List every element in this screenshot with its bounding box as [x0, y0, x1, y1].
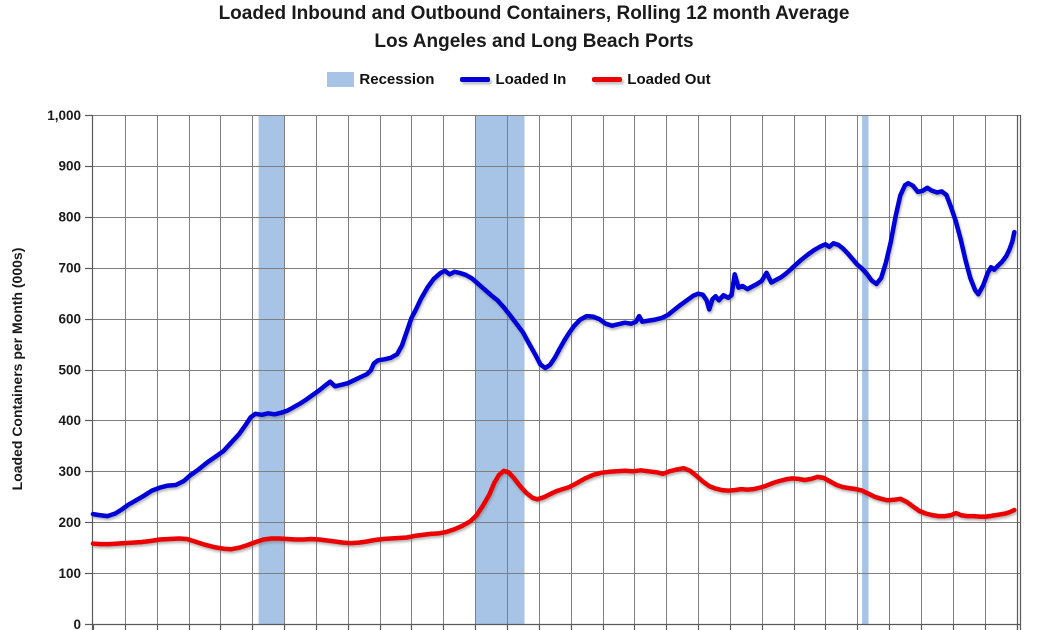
recession-band: [475, 115, 525, 624]
legend-label-loaded-out: Loaded Out: [627, 70, 711, 88]
loaded-in-swatch: [460, 76, 491, 82]
y-tick-label: 700: [58, 261, 81, 276]
recession-swatch: [327, 71, 355, 87]
legend-item-loaded-in: Loaded In: [460, 71, 566, 88]
y-tick-label: 100: [58, 566, 81, 581]
legend-label-recession: Recession: [359, 70, 435, 88]
chart-title: Loaded Inbound and Outbound Containers, …: [218, 3, 850, 24]
legend-label-loaded-in: Loaded In: [495, 70, 567, 88]
series-loaded-out: [90, 465, 1017, 552]
recession-bands: [258, 115, 869, 624]
legend-item-loaded-out: Loaded Out: [592, 70, 711, 88]
recession-band: [258, 115, 285, 624]
y-tick-label: 600: [58, 311, 81, 326]
y-tick-label: 500: [58, 362, 81, 377]
y-tick-label: 400: [58, 413, 81, 428]
series-loaded-in: [90, 180, 1017, 519]
loaded-out-swatch: [592, 76, 623, 82]
y-axis-title: Loaded Containers per Month (000s): [9, 248, 25, 491]
legend-item-recession: Recession: [327, 71, 434, 88]
series-line-loaded-out: [90, 465, 1017, 552]
series-line-loaded-in: [90, 180, 1017, 519]
y-tick-label: 0: [73, 617, 81, 630]
y-tick-label: 300: [58, 464, 81, 479]
recession-band: [862, 115, 869, 624]
y-tick-label: 800: [58, 210, 81, 225]
chart-subtitle: Los Angeles and Long Beach Ports: [374, 31, 694, 52]
y-tick-label: 1,000: [47, 108, 81, 123]
legend: Recession Loaded In Loaded Out: [0, 68, 1038, 90]
y-tick-labels: 1,000 900 800 700 600 500 400 300 200 100 0: [47, 108, 81, 630]
y-tick-label: 900: [58, 159, 81, 174]
y-tick-label: 200: [58, 515, 81, 530]
axes: [85, 114, 1022, 630]
